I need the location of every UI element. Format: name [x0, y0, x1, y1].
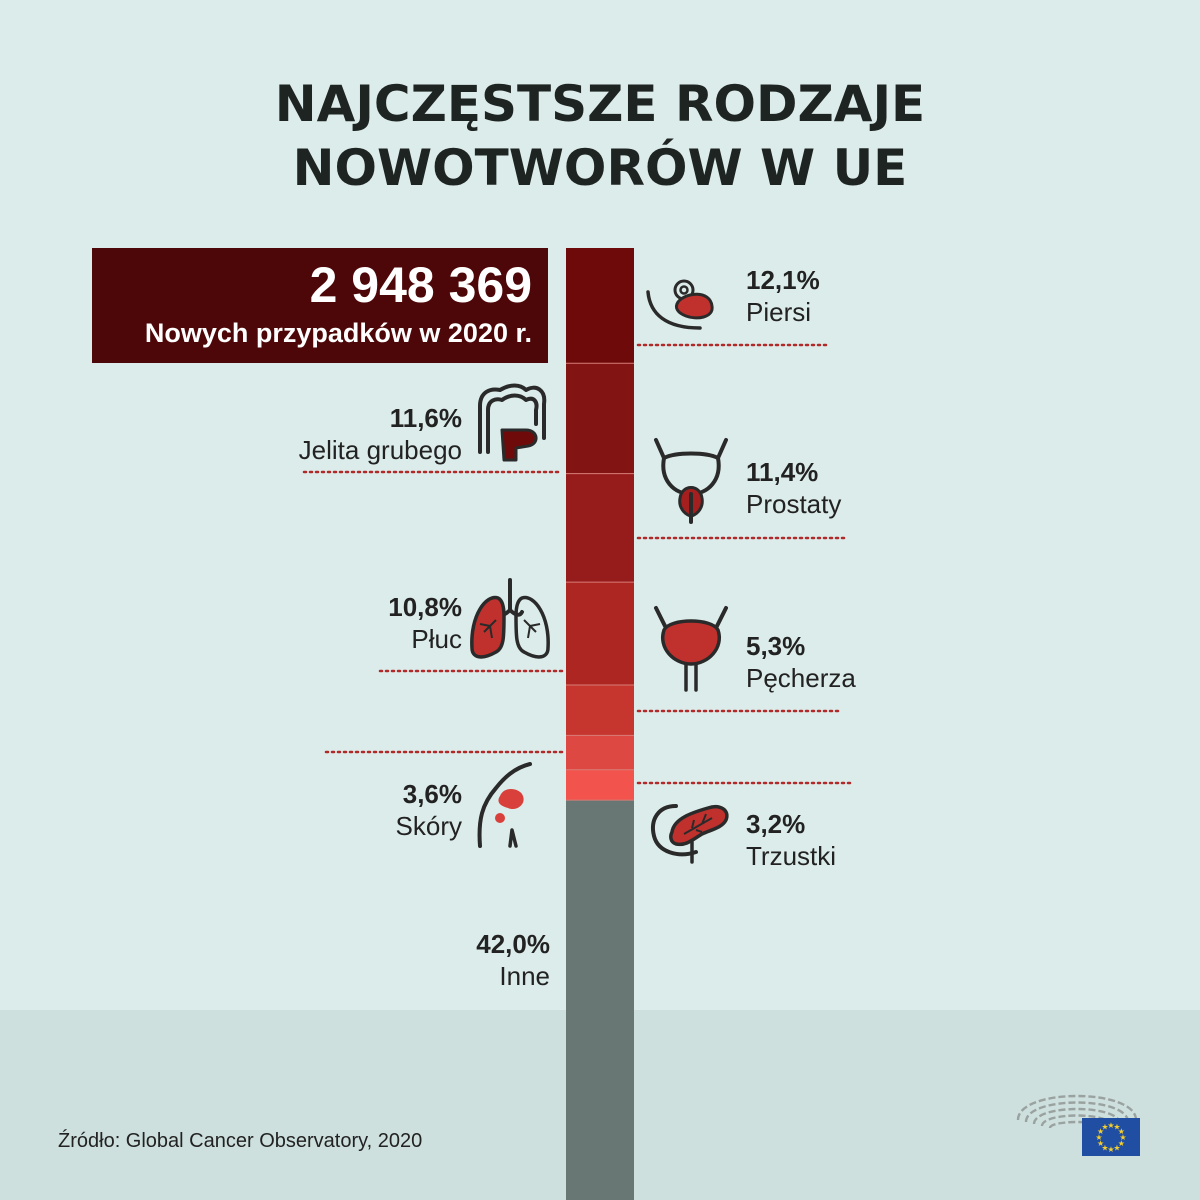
label-prostaty-name: Prostaty — [746, 489, 842, 519]
lungs-icon — [470, 578, 550, 659]
total-cases-number: 2 948 369 — [309, 257, 532, 313]
label-inne-pct: 42,0% — [476, 929, 550, 959]
breast-icon — [646, 279, 714, 330]
label-trzustki-pct: 3,2% — [746, 809, 806, 839]
label-skory: 3,6% Skóry — [262, 778, 462, 842]
label-trzustki-name: Trzustki — [746, 841, 837, 871]
eu-star: ★ — [1113, 1123, 1120, 1132]
label-jelita-pct: 11,6% — [389, 403, 462, 433]
label-piersi-pct: 12,1% — [746, 265, 820, 295]
label-skory-name: Skóry — [395, 811, 462, 841]
eu-star: ★ — [1113, 1143, 1120, 1152]
colon-icon — [478, 383, 547, 462]
eu-star: ★ — [1118, 1127, 1125, 1136]
eu-star: ★ — [1107, 1121, 1114, 1130]
label-piersi-name: Piersi — [746, 297, 812, 327]
eu-flag-icon — [1082, 1118, 1140, 1156]
label-trzustki: 3,2% Trzustki — [746, 808, 836, 872]
label-pluc: 10,8% Płuc — [262, 591, 462, 655]
skin-icon — [477, 762, 532, 848]
pancreas-icon — [651, 804, 729, 864]
total-cases-box: 2 948 369 Nowych przypadków w 2020 r. — [92, 248, 548, 363]
label-pecherza-name: Pęcherza — [746, 663, 856, 693]
eu-star: ★ — [1101, 1143, 1108, 1152]
eu-star: ★ — [1119, 1133, 1126, 1142]
bar-segment-4 — [566, 582, 634, 686]
bar-segment-5 — [566, 684, 634, 736]
label-pecherza: 5,3% Pęcherza — [746, 630, 856, 694]
prostate-icon — [654, 438, 728, 524]
european-parliament-logo: ★★★★★★★★★★★★ — [1016, 1094, 1140, 1156]
bladder-icon — [654, 606, 728, 692]
eu-stars: ★★★★★★★★★★★★ — [1095, 1121, 1126, 1154]
bar-segment-6 — [566, 735, 634, 771]
bar-segment-3 — [566, 473, 634, 583]
source-note: Źródło: Global Cancer Observatory, 2020 — [58, 1130, 423, 1152]
title-line-1: NAJCZĘSTSZE RODZAJE — [274, 75, 926, 133]
label-inne: 42,0% Inne — [350, 928, 550, 992]
bar-segment-2 — [566, 363, 634, 475]
bar-segment-8 — [566, 800, 634, 1200]
label-jelita: 11,6% Jelita grubego — [262, 402, 462, 466]
eu-star: ★ — [1101, 1123, 1108, 1132]
label-prostaty-pct: 11,4% — [746, 457, 819, 487]
label-pluc-name: Płuc — [411, 624, 462, 654]
label-inne-name: Inne — [499, 961, 550, 991]
bar-segment-7 — [566, 769, 634, 801]
bar-segment-1 — [566, 248, 634, 364]
label-pecherza-pct: 5,3% — [746, 631, 806, 661]
title-line-2: NOWOTWORÓW W UE — [292, 139, 908, 197]
eu-star: ★ — [1097, 1139, 1104, 1148]
eu-star: ★ — [1097, 1127, 1104, 1136]
label-pluc-pct: 10,8% — [388, 592, 462, 622]
eu-star: ★ — [1107, 1145, 1114, 1154]
total-cases-label: Nowych przypadków w 2020 r. — [144, 318, 532, 348]
label-prostaty: 11,4% Prostaty — [746, 456, 841, 520]
label-skory-pct: 3,6% — [402, 779, 462, 809]
label-piersi: 12,1% Piersi — [746, 264, 820, 328]
page-title: NAJCZĘSTSZE RODZAJE NOWOTWORÓW W UE — [0, 72, 1200, 200]
label-jelita-name: Jelita grubego — [298, 435, 462, 465]
eu-star: ★ — [1095, 1133, 1102, 1142]
eu-star: ★ — [1118, 1139, 1125, 1148]
